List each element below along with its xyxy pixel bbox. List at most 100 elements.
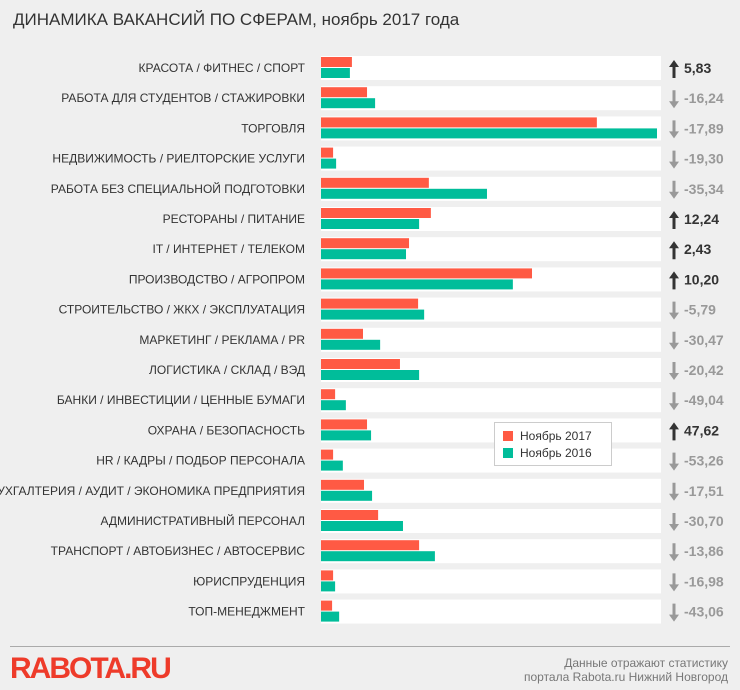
change-value: -49,04	[684, 392, 724, 408]
change-value: -19,30	[684, 151, 724, 167]
category-label: КРАСОТА / ФИТНЕС / СПОРТ	[139, 61, 306, 75]
category-label: IT / ИНТЕРНЕТ / ТЕЛЕКОМ	[153, 242, 305, 256]
legend-swatch-2017	[503, 431, 513, 441]
change-value: -16,24	[684, 90, 724, 106]
bar-2016	[321, 611, 340, 622]
change-value: 10,20	[684, 271, 719, 287]
bar-2016	[321, 249, 407, 260]
arrow-down-icon	[669, 573, 679, 592]
legend-label-2016: Ноябрь 2016	[520, 446, 592, 460]
change-value: 12,24	[684, 211, 719, 227]
bar-2016	[321, 460, 343, 471]
row-background	[321, 599, 661, 624]
bar-2017	[321, 147, 334, 158]
row-background	[321, 86, 661, 111]
change-value: 5,83	[684, 60, 711, 76]
change-value: -35,34	[684, 181, 724, 197]
arrow-down-icon	[669, 180, 679, 199]
bar-2016	[321, 339, 381, 350]
arrow-up-icon	[669, 241, 679, 260]
footer-note-line-2: портала Rabota.ru Нижний Новгород	[523, 670, 728, 684]
bar-2017	[321, 540, 420, 551]
category-label: ЮРИСПРУДЕНЦИЯ	[193, 574, 305, 588]
arrow-up-icon	[669, 271, 679, 290]
change-value: -53,26	[684, 453, 724, 469]
bar-2016	[321, 68, 350, 78]
legend-item-2017: Ноябрь 2017	[503, 429, 592, 443]
change-value: -17,89	[684, 120, 724, 136]
arrow-down-icon	[669, 362, 679, 380]
rabota-logo: RABOTA.RU	[10, 652, 172, 685]
arrow-down-icon	[669, 301, 679, 320]
category-label: НЕДВИЖИМОСТЬ / РИЕЛТОРСКИЕ УСЛУГИ	[52, 152, 305, 166]
bar-2017	[321, 359, 400, 369]
category-label: МАРКЕТИНГ / РЕКЛАМА / PR	[139, 333, 305, 347]
bar-2017	[321, 570, 334, 581]
bar-2016	[321, 128, 657, 139]
arrow-up-icon	[669, 211, 679, 229]
bar-2017	[321, 57, 352, 67]
arrow-down-icon	[669, 603, 679, 622]
bar-2017	[321, 87, 368, 98]
bar-2016	[321, 521, 403, 531]
bar-2017	[321, 449, 334, 460]
bar-2016	[321, 400, 346, 411]
category-label: СТРОИТЕЛЬСТВО / ЖКХ / ЭКСПЛУАТАЦИЯ	[59, 303, 305, 317]
bar-chart: КРАСОТА / ФИТНЕС / СПОРТ 5,83 РАБОТА ДЛЯ С…	[0, 56, 724, 624]
arrow-down-icon	[669, 392, 679, 411]
row-background	[321, 569, 661, 594]
change-value: -16,98	[684, 573, 724, 589]
category-label: ПРОИЗВОДСТВО / АГРОПРОМ	[129, 272, 305, 286]
change-value: -17,51	[684, 483, 724, 499]
legend-item-2016: Ноябрь 2016	[503, 446, 592, 460]
arrow-down-icon	[669, 482, 679, 501]
arrow-down-icon	[669, 150, 679, 169]
change-value: -43,06	[684, 604, 724, 620]
change-value: -5,79	[684, 302, 716, 318]
bar-2017	[321, 328, 363, 339]
arrow-down-icon	[669, 452, 679, 471]
chart-title: ДИНАМИКА ВАКАНСИЙ ПО СФЕРАМ, ноябрь 2017…	[13, 10, 460, 29]
footer-note-line-1: Данные отражают статистику	[564, 656, 728, 670]
bar-2017	[321, 208, 431, 218]
change-value: 47,62	[684, 422, 719, 438]
arrow-up-icon	[669, 60, 679, 78]
category-label: ОХРАНА / БЕЗОПАСНОСТЬ	[148, 423, 305, 437]
category-label: РАБОТА ДЛЯ СТУДЕНТОВ / СТАЖИРОВКИ	[61, 91, 305, 105]
bar-2017	[321, 389, 336, 400]
bar-2017	[321, 177, 429, 188]
category-label: ЛОГИСТИКА / СКЛАД / ВЭД	[149, 363, 305, 377]
arrow-down-icon	[669, 513, 679, 531]
footer-note: Данные отражают статистику портала Rabota…	[524, 656, 728, 684]
row-background	[321, 146, 661, 171]
bar-2016	[321, 279, 513, 290]
bar-2016	[321, 490, 373, 501]
bar-2017	[321, 419, 368, 430]
arrow-down-icon	[669, 543, 679, 562]
bar-2017	[321, 268, 533, 279]
footer-divider	[10, 646, 730, 647]
category-label: HR / КАДРЫ / ПОДБОР ПЕРСОНАЛА	[96, 454, 305, 468]
bar-2016	[321, 158, 337, 169]
bar-2017	[321, 117, 597, 128]
bar-2017	[321, 479, 365, 490]
arrow-down-icon	[669, 331, 679, 350]
row-background	[321, 388, 661, 413]
bar-2016	[321, 98, 376, 109]
bar-2017	[321, 600, 333, 611]
change-value: -30,70	[684, 513, 724, 529]
row-background	[321, 56, 661, 80]
bar-2016	[321, 188, 487, 199]
category-label: ТРАНСПОРТ / АВТОБИЗНЕС / АВТОСЕРВИС	[51, 544, 306, 558]
legend-label-2017: Ноябрь 2017	[520, 429, 592, 443]
bar-2016	[321, 430, 372, 441]
legend-swatch-2016	[503, 448, 513, 458]
change-value: -20,42	[684, 362, 724, 378]
bar-2017	[321, 238, 410, 249]
change-value: 2,43	[684, 241, 711, 257]
category-label: РЕСТОРАНЫ / ПИТАНИЕ	[163, 212, 305, 226]
bar-2016	[321, 309, 425, 320]
row-background	[321, 478, 661, 503]
category-label: РАБОТА БЕЗ СПЕЦИАЛЬНОЙ ПОДГОТОВКИ	[51, 181, 305, 196]
category-label: ТОП-МЕНЕДЖМЕНТ	[188, 605, 305, 619]
